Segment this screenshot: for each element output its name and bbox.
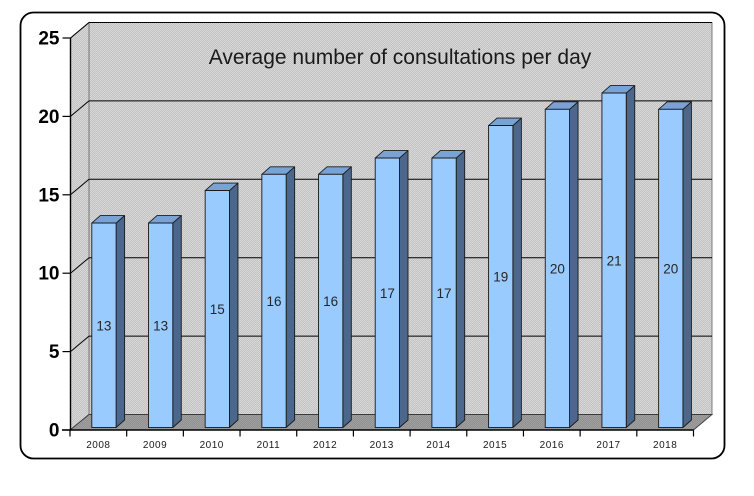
bar-value-label: 20 <box>663 261 678 276</box>
bar-value-label: 17 <box>380 286 395 301</box>
y-axis-label: 10 <box>38 264 59 285</box>
bar-value-label: 16 <box>323 294 338 309</box>
gridline-depth-connector <box>70 100 90 117</box>
x-axis-label: 2014 <box>426 440 450 451</box>
bar-value-label: 19 <box>493 270 508 285</box>
bar-side-face <box>682 101 692 428</box>
gridline-depth-connector <box>70 335 90 352</box>
x-axis-label: 2012 <box>313 440 337 451</box>
x-axis-label: 2011 <box>257 440 281 451</box>
bar <box>261 166 296 428</box>
x-axis-label: 2018 <box>653 440 677 451</box>
bar-front-face <box>544 108 571 428</box>
x-axis-label: 2010 <box>200 440 224 451</box>
bar <box>374 150 409 428</box>
bar-side-face <box>115 215 126 428</box>
chart-title: Average number of consultations per day <box>209 46 592 69</box>
bar-side-face <box>285 166 296 428</box>
bar-front-face <box>658 108 684 428</box>
x-axis-label: 2015 <box>483 440 507 451</box>
bar-front-face <box>261 173 287 428</box>
bar-front-face <box>91 222 117 428</box>
bar <box>488 117 522 428</box>
bar-front-face <box>148 222 174 428</box>
x-axis-label: 2013 <box>370 440 394 451</box>
bar-series: 13 13 15 16 16 17 17 19 20 21 20 <box>91 85 692 428</box>
y-axis-label: 0 <box>49 421 60 442</box>
y-axis-label: 5 <box>49 342 60 363</box>
chart-border-frame <box>19 11 726 460</box>
bar-front-face <box>431 157 457 428</box>
bar-front-face <box>374 157 400 428</box>
bar-value-label: 13 <box>96 318 111 333</box>
bar-side-face <box>569 101 579 428</box>
bar <box>658 101 692 428</box>
bar-front-face <box>204 190 230 428</box>
side-wall <box>70 21 90 431</box>
x-axis-label: 2008 <box>86 440 110 451</box>
bar <box>601 85 636 428</box>
axes <box>62 38 695 437</box>
y-axis-label: 25 <box>38 29 60 50</box>
bar-side-face <box>625 85 636 428</box>
bar-front-face <box>601 92 627 428</box>
bar-side-face <box>399 150 409 428</box>
gridline-depth-connector <box>70 178 90 196</box>
bar-side-face <box>229 182 239 428</box>
bar <box>431 150 466 428</box>
bar-value-label: 20 <box>550 261 565 276</box>
gridline-depth-connector <box>70 22 90 39</box>
bar-value-label: 17 <box>437 286 452 301</box>
bar <box>318 166 352 428</box>
x-axis-label: 2009 <box>143 440 167 451</box>
gridline-depth-connector <box>70 257 90 274</box>
bar <box>204 182 239 428</box>
bar-side-face <box>342 166 352 428</box>
bar <box>148 215 182 428</box>
bar-side-face <box>512 117 522 428</box>
x-axis-label: 2017 <box>596 440 620 451</box>
x-axis-label: 2016 <box>540 440 564 451</box>
bar-side-face <box>455 150 466 428</box>
bar-value-label: 15 <box>210 302 225 317</box>
bar <box>544 101 579 428</box>
y-axis-label: 20 <box>38 107 59 128</box>
bar-value-label: 21 <box>607 253 622 268</box>
bar <box>91 215 126 428</box>
bar-value-label: 13 <box>153 318 168 333</box>
bar-side-face <box>172 215 182 428</box>
bar-front-face <box>488 125 514 428</box>
bar-front-face <box>318 173 344 428</box>
bar-value-label: 16 <box>266 294 281 309</box>
y-axis-label: 15 <box>38 185 60 206</box>
